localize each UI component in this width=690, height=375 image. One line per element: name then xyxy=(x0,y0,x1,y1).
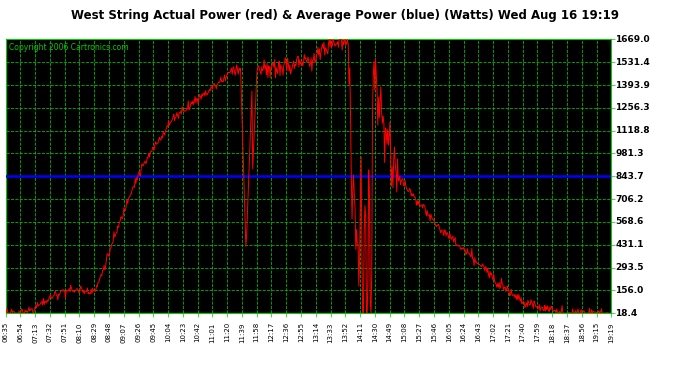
Text: 843.7: 843.7 xyxy=(615,172,644,181)
Text: 1393.9: 1393.9 xyxy=(615,81,650,90)
Text: 1256.3: 1256.3 xyxy=(615,104,650,112)
Text: West String Actual Power (red) & Average Power (blue) (Watts) Wed Aug 16 19:19: West String Actual Power (red) & Average… xyxy=(71,9,619,22)
Text: 1669.0: 1669.0 xyxy=(615,35,650,44)
Text: 18.4: 18.4 xyxy=(615,309,638,318)
Text: 981.3: 981.3 xyxy=(615,149,644,158)
Text: Copyright 2006 Cartronics.com: Copyright 2006 Cartronics.com xyxy=(8,44,128,52)
Text: 293.5: 293.5 xyxy=(615,263,644,272)
Text: 1531.4: 1531.4 xyxy=(615,58,650,67)
Text: 1118.8: 1118.8 xyxy=(615,126,650,135)
Text: 568.6: 568.6 xyxy=(615,217,644,226)
Text: 706.2: 706.2 xyxy=(615,195,644,204)
Text: 431.1: 431.1 xyxy=(615,240,644,249)
Text: 156.0: 156.0 xyxy=(615,286,643,295)
